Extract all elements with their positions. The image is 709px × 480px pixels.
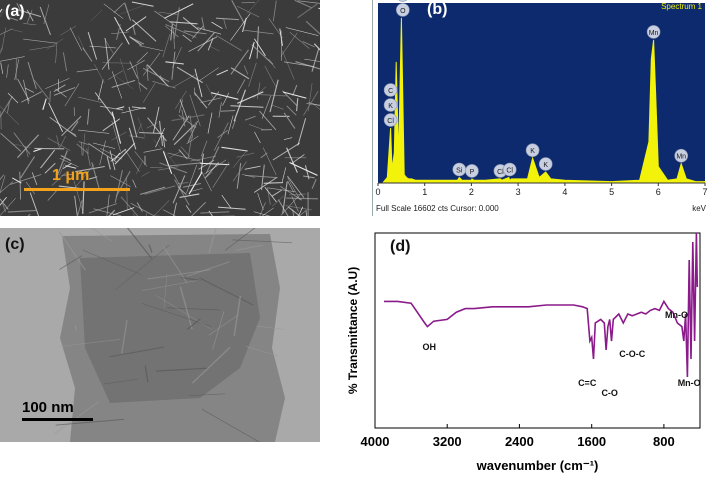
ftir-x-tick-label: 3200 — [433, 434, 462, 449]
sem-scale-bar-label: 1 μm — [52, 167, 90, 184]
edx-peak-label: Cl — [506, 168, 513, 175]
edx-peak-label: O — [400, 8, 406, 15]
ftir-plot-frame — [374, 232, 701, 429]
edx-peak-label: Si — [456, 168, 463, 175]
spectrum-label: Spectrum 1 — [661, 2, 702, 11]
tem-nanosheet-core — [80, 253, 260, 403]
ftir-annotation: C-O-C — [619, 349, 645, 359]
ftir-x-tick-label: 800 — [653, 434, 675, 449]
tem-micrograph — [0, 228, 320, 442]
sem-image-panel: (a) 1 μm — [0, 0, 320, 216]
edx-x-tick-label: 0 — [375, 187, 380, 197]
ftir-trace — [384, 232, 699, 378]
edx-x-tick-label: 4 — [562, 187, 567, 197]
edx-footer-text: Full Scale 16602 cts Cursor: 0.000 — [376, 204, 499, 213]
edx-spectrum-trace — [378, 17, 706, 184]
edx-spectrum-panel: ClKCOMnSiPClClKKMnMn01234567 Spectrum 1 … — [372, 0, 709, 216]
ftir-x-tick-label: 1600 — [577, 434, 606, 449]
edx-peak-marker — [646, 25, 661, 39]
tem-fold-lines — [54, 228, 292, 442]
ftir-spectrum-panel: OH C=C C-O C-O-C Mn-O Mn-O 4000 3200 2400 1600 800… — [330, 228, 709, 480]
edx-spectrum-chart: ClKCOMnSiPClClKKMnMn01234567 — [375, 0, 708, 197]
edx-x-tick-label: 6 — [656, 187, 661, 197]
edx-peak-label: K — [530, 148, 535, 155]
panel-label-a: (a) — [5, 3, 25, 20]
edx-peak-marker — [502, 162, 517, 177]
nanowire-texture — [0, 0, 320, 216]
edx-x-tick-label: 5 — [609, 187, 614, 197]
panel-label-d: (d) — [390, 238, 411, 255]
ftir-annotation: C-O — [601, 388, 618, 398]
tem-scale-bar — [22, 418, 93, 421]
edx-peak-label: Mn — [676, 154, 686, 161]
edx-peak-label: Mn — [649, 30, 659, 37]
sem-micrograph — [0, 0, 320, 216]
edx-peak-label: P — [470, 169, 475, 176]
ftir-x-axis-label: wavenumber (cm⁻¹) — [476, 458, 599, 473]
edx-peak-label: C — [388, 88, 393, 95]
edx-peak-marker — [383, 98, 398, 112]
edx-peak-marker — [398, 0, 408, 2]
sem-background — [0, 0, 320, 216]
edx-peak-marker — [383, 113, 398, 127]
ftir-x-tick-label: 4000 — [361, 434, 390, 449]
edx-peak-label: K — [388, 103, 393, 110]
edx-peak-marker — [525, 143, 540, 157]
edx-peak-label: Cl — [387, 118, 394, 125]
sem-scale-bar — [24, 188, 130, 191]
ftir-annotation: C=C — [578, 378, 597, 388]
edx-peak-marker — [538, 157, 553, 171]
ftir-spectrum-chart: OH C=C C-O C-O-C Mn-O Mn-O 4000 3200 2400 1600 800… — [346, 232, 701, 473]
ftir-annotation: OH — [422, 342, 436, 352]
ftir-x-tick-label: 2400 — [505, 434, 534, 449]
ftir-annotation: Mn-O — [665, 310, 688, 320]
panel-label-c: (c) — [5, 236, 25, 253]
edx-peak-marker — [383, 83, 398, 97]
edx-x-tick-label: 2 — [469, 187, 474, 197]
edx-peak-label: K — [543, 162, 548, 169]
ftir-annotation: Mn-O — [678, 378, 701, 388]
tem-scale-bar-label: 100 nm — [22, 399, 74, 416]
edx-x-tick-label: 3 — [516, 187, 521, 197]
edx-peak-marker — [674, 148, 689, 163]
edx-peak-marker — [395, 3, 410, 17]
edx-x-tick-label: 7 — [702, 187, 707, 197]
edx-peak-label: Cl — [497, 169, 504, 176]
edx-unit-label: keV — [692, 204, 706, 213]
panel-label-b: (b) — [427, 1, 448, 18]
ftir-y-axis-label: % Transmittance (A.U) — [346, 267, 360, 394]
tem-image-panel: (c) 100 nm — [0, 228, 320, 442]
edx-peak-marker — [465, 164, 479, 178]
edx-x-tick-label: 1 — [422, 187, 427, 197]
